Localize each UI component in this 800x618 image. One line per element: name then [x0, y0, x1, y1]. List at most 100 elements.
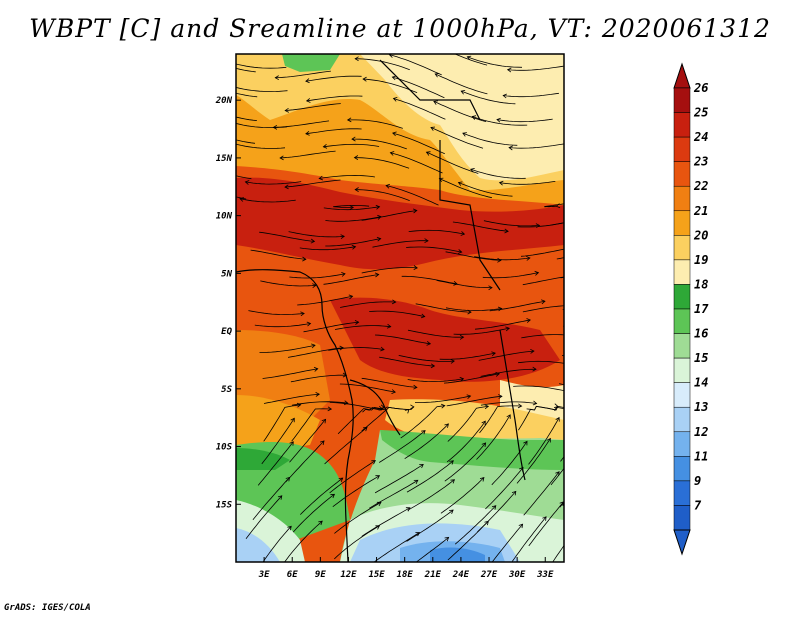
- streamline: [297, 295, 353, 306]
- field-north-pale: [360, 54, 564, 181]
- streamline-arrow: [588, 415, 592, 419]
- streamline-arrow: [342, 372, 348, 378]
- streamline-arrow: [570, 362, 574, 366]
- streamline-arrow: [391, 389, 396, 394]
- streamline: [509, 143, 564, 149]
- streamline: [426, 151, 479, 174]
- streamline-arrow: [444, 536, 450, 542]
- streamline: [474, 319, 531, 330]
- streamline-arrow: [300, 311, 305, 317]
- streamline: [273, 120, 330, 128]
- streamline: [262, 368, 318, 379]
- streamline-arrow: [279, 155, 284, 161]
- streamline-arrow: [555, 471, 560, 476]
- streamline: [306, 95, 363, 102]
- streamline: [446, 395, 502, 407]
- streamline-arrow: [318, 520, 323, 526]
- x-tick-label: 18E: [397, 570, 414, 580]
- y-tick-label: EQ: [221, 327, 232, 337]
- colorbar-swatch: [673, 431, 691, 457]
- streamline: [522, 276, 564, 286]
- streamline: [467, 56, 523, 68]
- streamline-arrow: [498, 394, 503, 399]
- streamline-arrow: [378, 405, 384, 411]
- colorbar-label: 18: [694, 277, 708, 291]
- streamline-arrow: [519, 466, 524, 472]
- streamline: [260, 280, 316, 287]
- streamline-arrow: [353, 155, 359, 160]
- x-axis: 3E 6E 9E 12E 15E 18E 21E 24E 27E 30E 33E: [258, 557, 554, 580]
- streamline-arrow: [302, 256, 307, 262]
- streamline: [400, 405, 445, 439]
- streamline-arrow: [348, 294, 354, 300]
- streamline: [521, 334, 564, 339]
- streamline-arrow: [410, 404, 415, 410]
- streamline-arrow: [272, 124, 278, 130]
- streamline: [445, 307, 502, 311]
- streamline: [386, 185, 439, 206]
- streamline: [334, 502, 382, 534]
- streamline-arrow: [466, 394, 472, 399]
- streamline-arrow: [495, 371, 500, 377]
- streamline-arrow: [315, 392, 320, 397]
- streamline-arrow: [573, 246, 577, 250]
- streamline: [252, 477, 290, 520]
- streamline: [433, 101, 487, 122]
- colorbar-label: 24: [693, 130, 708, 144]
- streamline: [407, 378, 464, 383]
- streamline-arrow: [449, 460, 454, 465]
- colorbar-label: 23: [693, 155, 708, 169]
- colorbar-bottom-arrow: [673, 529, 691, 556]
- colorbar-label: 20: [693, 228, 708, 242]
- streamline: [259, 344, 316, 353]
- streamline-arrow: [526, 318, 531, 323]
- streamline-arrow: [351, 244, 357, 250]
- streamline-arrow: [460, 231, 466, 236]
- y-tick-label: 5S: [221, 385, 232, 395]
- streamline-arrow: [287, 525, 292, 531]
- colorbar-swatch: [673, 333, 691, 359]
- streamline: [328, 347, 385, 351]
- streamline: [563, 325, 564, 327]
- streamline: [250, 249, 306, 260]
- streamline-arrow: [497, 306, 503, 312]
- streamline: [245, 495, 283, 540]
- streamline: [236, 63, 287, 69]
- streamline: [236, 116, 257, 121]
- streamline-arrow: [380, 346, 385, 352]
- streamline-arrow: [392, 131, 397, 137]
- streamline: [556, 257, 564, 260]
- colorbar-label: 11: [694, 449, 708, 463]
- streamline: [334, 325, 391, 330]
- streamline: [347, 119, 403, 129]
- streamline: [275, 70, 331, 79]
- streamline: [435, 73, 488, 95]
- streamline-arrow: [354, 320, 360, 325]
- streamline: [305, 128, 362, 135]
- streamline: [544, 203, 564, 208]
- streamline: [520, 248, 564, 257]
- streamline-arrow: [285, 476, 291, 482]
- streamline-arrow: [290, 417, 295, 423]
- streamline: [300, 477, 343, 515]
- streamline: [511, 516, 547, 562]
- streamline: [496, 118, 553, 123]
- streamline: [453, 327, 510, 335]
- streamline-arrow: [496, 117, 501, 123]
- streamline: [559, 501, 564, 508]
- streamline: [337, 406, 383, 435]
- streamline: [406, 246, 462, 253]
- streamline-arrow: [415, 532, 421, 537]
- streamline-arrow: [338, 477, 344, 482]
- colorbar-swatch: [673, 87, 691, 113]
- chart-title: WBPT [C] and Sreamline at 1000hPa, VT: 2…: [29, 14, 771, 43]
- streamline-arrow: [491, 351, 496, 357]
- streamline: [289, 419, 326, 463]
- streamline-arrow: [434, 73, 440, 78]
- y-tick-label: 10N: [216, 212, 233, 222]
- x-tick-label: 21E: [424, 570, 442, 580]
- streamline: [291, 408, 332, 442]
- streamline: [499, 181, 556, 185]
- streamline: [439, 352, 496, 360]
